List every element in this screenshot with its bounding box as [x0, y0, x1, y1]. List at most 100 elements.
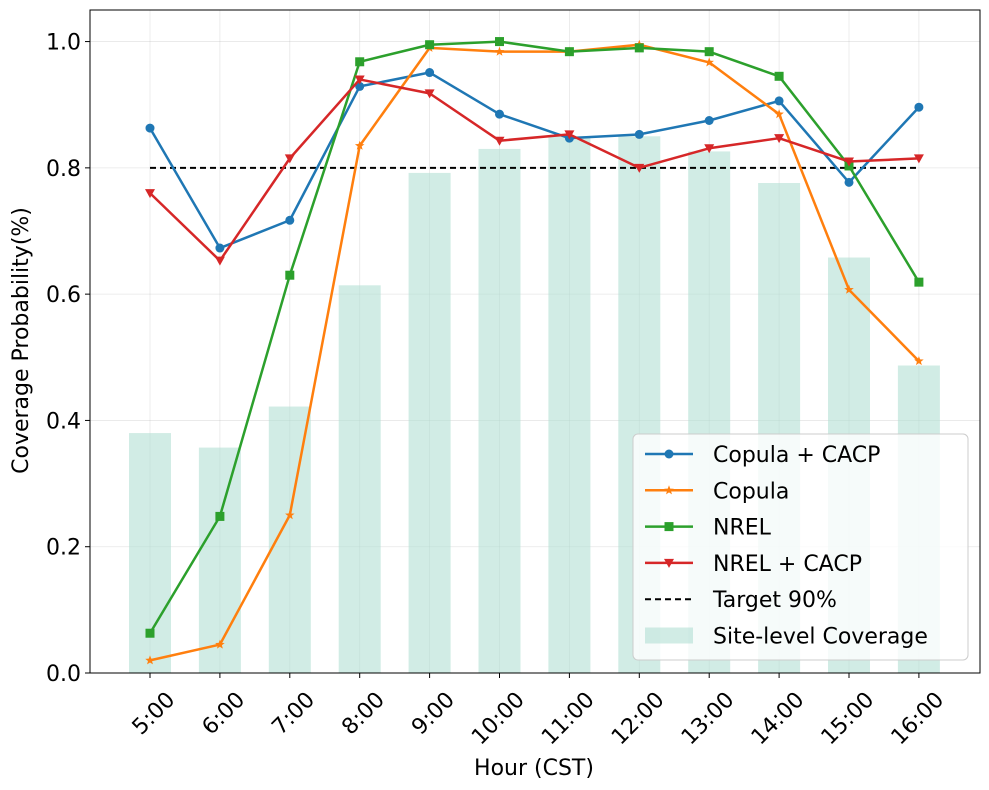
legend-entry-nrel: NREL: [645, 516, 772, 541]
legend-label: NREL: [713, 516, 772, 541]
point-nrel-cacp: [424, 89, 435, 99]
series-nrel-cacp: [145, 75, 924, 266]
y-tick-label: 0.4: [46, 409, 81, 434]
point-copula: [285, 510, 295, 520]
series-copula-cacp: [145, 68, 924, 253]
point-copula: [774, 109, 784, 119]
y-axis-title: Coverage Probability(%): [9, 207, 34, 474]
x-axis-ticks: 5:00 6:00 7:00 8:00 9:00 10:00 11:00 12:00 13:00…: [128, 673, 950, 751]
point-copula: [914, 356, 924, 366]
legend-label: Copula: [713, 479, 789, 504]
point-nrel-cacp: [774, 134, 785, 144]
x-tick-label: 9:00: [407, 688, 460, 741]
legend-marker: [664, 449, 674, 459]
series-line-copula-cacp: [148, 71, 920, 250]
point-nrel: [495, 37, 504, 47]
point-copula-cacp: [774, 96, 784, 106]
plot-frame: [89, 9, 981, 674]
point-copula-cacp: [425, 68, 435, 78]
y-tick-label: 0.6: [46, 283, 81, 308]
legend-label: Target 90%: [712, 588, 837, 613]
bar-site-level-coverage: [408, 172, 451, 673]
point-copula: [145, 655, 155, 665]
point-copula-cacp: [495, 109, 504, 119]
point-copula: [844, 284, 854, 294]
point-nrel: [634, 43, 644, 53]
point-copula-cacp: [914, 102, 924, 112]
point-copula-cacp: [285, 215, 295, 225]
point-copula-cacp: [355, 81, 365, 91]
bar-site-level-coverage: [338, 285, 381, 673]
legend-swatch: [645, 627, 693, 644]
x-tick-label: 5:00: [128, 688, 181, 741]
point-nrel: [914, 277, 924, 287]
point-copula-cacp: [634, 129, 644, 139]
legend-marker: [664, 558, 674, 568]
point-nrel-cacp: [284, 154, 295, 164]
legend-label: Site-level Coverage: [713, 625, 928, 650]
point-copula: [494, 46, 505, 56]
legend-marker: [664, 522, 674, 532]
y-tick-label: 0.2: [46, 536, 81, 561]
x-tick-label: 11:00: [537, 688, 600, 751]
point-copula-cacp: [145, 123, 155, 133]
series-nrel: [145, 37, 924, 638]
point-copula: [354, 140, 365, 150]
legend-label: NREL + CACP: [713, 552, 862, 577]
series-group: [145, 37, 924, 665]
y-tick-label: 0.0: [46, 662, 81, 687]
point-nrel: [215, 511, 225, 521]
point-nrel: [564, 47, 574, 57]
y-tick-label: 1.0: [46, 31, 81, 56]
point-copula: [215, 639, 225, 649]
legend-entry-copula-cacp: Copula + CACP: [645, 443, 880, 468]
y-axis-ticks: 0.0 0.2 0.4 0.6 0.8 1.0: [46, 31, 90, 687]
point-nrel-cacp: [634, 163, 645, 173]
legend: Copula + CACP Copula NREL NREL + CACP Target…: [632, 433, 969, 661]
x-tick-label: 7:00: [267, 688, 320, 741]
legend-marker: [664, 485, 674, 495]
point-nrel: [285, 270, 295, 280]
x-tick-label: 6:00: [198, 688, 251, 741]
point-nrel-cacp: [354, 75, 365, 85]
series-line-nrel: [148, 40, 920, 634]
x-tick-label: 13:00: [677, 688, 740, 751]
point-nrel-cacp: [494, 136, 505, 146]
point-nrel-cacp: [704, 144, 715, 154]
point-nrel: [774, 71, 784, 81]
point-nrel: [145, 628, 155, 638]
series-line-nrel-cacp: [149, 78, 919, 262]
x-tick-label: 16:00: [887, 688, 950, 751]
series-line-copula: [149, 43, 920, 662]
point-nrel: [425, 40, 435, 50]
point-nrel: [704, 47, 714, 57]
legend-frame: [632, 433, 969, 661]
x-axis-title: Hour (CST): [474, 756, 594, 781]
legend-entry-copula: Copula: [645, 479, 789, 504]
legend-entry-target-90: Target 90%: [645, 588, 837, 613]
x-tick-label: 12:00: [607, 688, 670, 751]
point-copula-cacp: [704, 116, 714, 125]
legend-entry-nrel-cacp: NREL + CACP: [645, 552, 862, 577]
point-copula-cacp: [215, 243, 225, 253]
x-tick-label: 10:00: [467, 688, 530, 751]
legend-entry-site-level-coverage: Site-level Coverage: [645, 625, 928, 650]
point-copula: [704, 57, 714, 67]
point-nrel-cacp: [844, 157, 854, 167]
bar-site-level-coverage: [198, 447, 241, 673]
x-tick-label: 14:00: [747, 688, 810, 751]
y-tick-label: 0.8: [46, 157, 81, 182]
point-nrel: [355, 57, 365, 67]
point-copula-cacp: [844, 177, 854, 187]
point-nrel-cacp: [913, 154, 924, 164]
x-tick-label: 8:00: [337, 688, 390, 741]
bar-site-level-coverage: [548, 136, 591, 674]
bar-site-level-coverage: [478, 148, 521, 673]
point-nrel-cacp: [214, 256, 225, 266]
point-nrel-cacp: [564, 130, 575, 140]
x-tick-label: 15:00: [817, 688, 880, 751]
point-nrel-cacp: [145, 189, 155, 199]
legend-label: Copula + CACP: [713, 443, 880, 468]
